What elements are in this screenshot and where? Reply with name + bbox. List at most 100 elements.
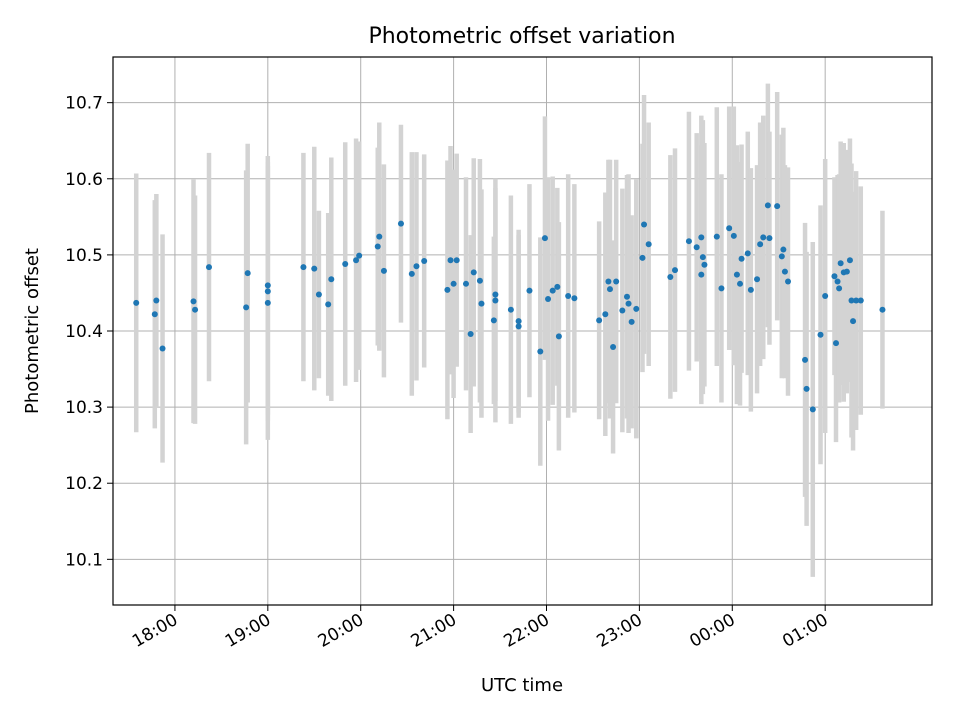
data-point xyxy=(315,291,322,298)
data-point xyxy=(754,276,761,283)
data-point xyxy=(413,263,420,270)
data-point xyxy=(190,298,197,305)
data-point xyxy=(421,257,428,264)
data-point xyxy=(774,203,781,210)
data-point xyxy=(325,301,332,308)
data-point xyxy=(843,268,850,275)
data-point xyxy=(760,234,767,241)
data-point xyxy=(462,280,469,287)
data-point xyxy=(831,273,838,280)
data-point xyxy=(698,271,705,278)
data-point xyxy=(476,277,483,284)
data-point xyxy=(264,299,271,306)
data-point xyxy=(857,297,864,304)
data-point xyxy=(596,317,603,324)
data-point xyxy=(726,225,733,232)
data-point xyxy=(833,340,840,347)
data-point xyxy=(356,252,363,259)
data-point xyxy=(802,356,809,363)
data-point xyxy=(850,318,857,325)
data-point xyxy=(809,406,816,413)
data-point xyxy=(545,296,552,303)
data-point xyxy=(526,287,533,294)
data-point xyxy=(610,343,617,350)
data-point xyxy=(625,300,632,307)
data-point xyxy=(822,292,829,299)
data-point xyxy=(450,280,457,287)
data-point xyxy=(264,282,271,289)
data-point xyxy=(848,297,855,304)
data-point xyxy=(571,295,578,302)
data-point xyxy=(846,257,853,264)
data-point xyxy=(757,241,764,248)
y-axis-label: Photometric offset xyxy=(22,248,43,414)
data-point xyxy=(554,283,561,290)
data-point xyxy=(701,261,708,268)
data-point xyxy=(606,286,613,293)
data-point xyxy=(515,318,522,325)
data-point xyxy=(342,261,349,268)
data-point xyxy=(744,250,751,257)
data-point xyxy=(478,300,485,307)
chart-title: Photometric offset variation xyxy=(368,24,675,49)
data-point xyxy=(380,267,387,274)
data-point xyxy=(817,331,824,338)
data-point xyxy=(619,307,626,314)
data-point xyxy=(311,265,318,272)
data-point xyxy=(836,285,843,292)
data-point xyxy=(639,254,646,261)
data-point xyxy=(737,280,744,287)
data-point xyxy=(633,305,640,312)
y-tick-label: 10.4 xyxy=(65,322,103,342)
data-point xyxy=(613,278,620,285)
data-point xyxy=(300,264,307,271)
data-point xyxy=(490,317,497,324)
data-point xyxy=(738,255,745,262)
data-points xyxy=(133,202,886,413)
y-tick-label: 10.6 xyxy=(65,170,103,190)
data-point xyxy=(803,385,810,392)
data-point xyxy=(507,306,514,313)
y-tick-label: 10.3 xyxy=(65,398,103,418)
y-tick-label: 10.7 xyxy=(65,94,103,114)
data-point xyxy=(781,268,788,275)
data-point xyxy=(444,286,451,293)
data-point xyxy=(467,331,474,338)
data-point xyxy=(374,243,381,250)
data-point xyxy=(718,285,725,292)
data-point xyxy=(153,297,160,304)
data-point xyxy=(764,202,771,209)
y-tick-label: 10.5 xyxy=(65,246,103,266)
y-axis: 10.1 10.2 10.3 10.4 10.5 10.6 10.7 xyxy=(65,94,113,570)
data-point xyxy=(353,257,360,264)
data-point xyxy=(555,333,562,340)
data-point xyxy=(671,267,678,274)
data-point xyxy=(159,345,166,352)
data-point xyxy=(397,220,404,227)
y-tick-label: 10.2 xyxy=(65,474,103,494)
data-point xyxy=(492,291,499,298)
data-point xyxy=(133,299,140,306)
data-point xyxy=(243,304,250,311)
data-point xyxy=(730,232,737,239)
data-point xyxy=(641,221,648,228)
y-tick-label: 10.1 xyxy=(65,550,103,570)
data-point xyxy=(447,257,454,264)
data-point xyxy=(205,264,212,271)
data-point xyxy=(747,286,754,293)
data-point xyxy=(605,278,612,285)
data-point xyxy=(645,241,652,248)
data-point xyxy=(693,244,700,251)
data-point xyxy=(192,306,199,313)
data-point xyxy=(780,246,787,253)
data-point xyxy=(628,318,635,325)
data-point xyxy=(766,235,773,242)
data-point xyxy=(837,260,844,267)
data-point xyxy=(698,234,705,241)
data-point xyxy=(685,238,692,245)
data-point xyxy=(515,323,522,330)
data-point xyxy=(713,233,720,240)
data-point xyxy=(565,292,572,299)
data-point xyxy=(151,311,158,318)
data-point xyxy=(733,271,740,278)
